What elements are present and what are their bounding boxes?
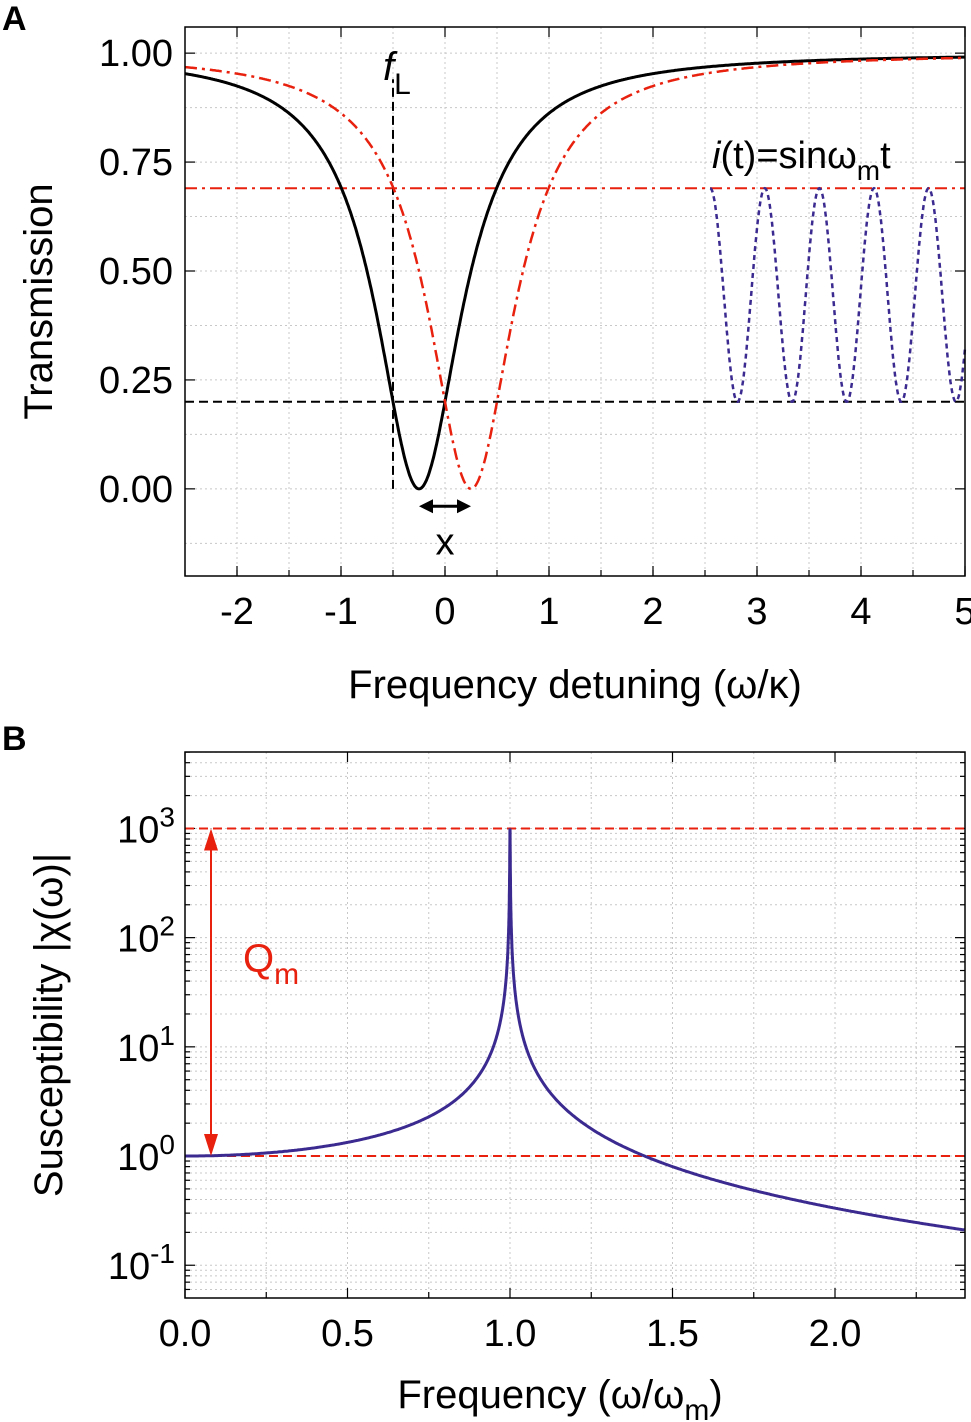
y-tick-label: 102 bbox=[117, 911, 175, 961]
x-tick-label: 2.0 bbox=[809, 1313, 862, 1355]
plot-frame bbox=[184, 751, 966, 1299]
x-tick-label: 3 bbox=[746, 591, 767, 633]
x-tick-label: 1 bbox=[538, 591, 559, 633]
qm-arrowhead-up bbox=[204, 828, 218, 851]
series-line-susceptibility bbox=[185, 828, 965, 1232]
qm-arrowhead-down bbox=[204, 1134, 218, 1157]
y-axis-label: Susceptibility |χ(ω)| bbox=[27, 853, 71, 1197]
shift-label: x bbox=[436, 521, 455, 563]
x-tick-label: 2 bbox=[642, 591, 663, 633]
panel-a-chart: -2 -1 0 1 2 3 4 50.000.250.500.751.00 fLxi(t)=si… bbox=[17, 26, 971, 707]
x-tick-label: 1.5 bbox=[646, 1313, 699, 1355]
series-line-modulation bbox=[709, 186, 967, 403]
shift-arrowhead-right bbox=[457, 499, 471, 514]
x-tick-label: 0.0 bbox=[159, 1313, 212, 1355]
y-tick-label: 101 bbox=[117, 1020, 175, 1070]
y-tick-label: 0.75 bbox=[99, 142, 173, 184]
x-axis-label: Frequency detuning (ω/κ) bbox=[348, 663, 802, 707]
series-line-red bbox=[184, 56, 965, 491]
plot-frame bbox=[184, 26, 966, 577]
x-tick-label: 0 bbox=[434, 591, 455, 633]
x-axis-label: Frequency (ω/ωm) bbox=[397, 1373, 722, 1422]
qm-label: Qm bbox=[243, 937, 299, 991]
x-tick-label: -2 bbox=[220, 591, 254, 633]
x-tick-label: 5 bbox=[954, 591, 971, 633]
series-line-black bbox=[184, 55, 965, 491]
x-tick-label: 0.5 bbox=[321, 1313, 374, 1355]
x-tick-label: 1.0 bbox=[484, 1313, 537, 1355]
y-tick-label: 100 bbox=[117, 1129, 175, 1179]
modulation-label: i(t)=sinωmt bbox=[712, 135, 891, 186]
x-tick-label: 4 bbox=[850, 591, 871, 633]
x-tick-label: -1 bbox=[324, 591, 358, 633]
y-tick-label: 0.00 bbox=[99, 469, 173, 511]
y-tick-label: 1.00 bbox=[99, 33, 173, 75]
y-tick-label: 103 bbox=[117, 801, 175, 851]
panel-a-label: A bbox=[2, 0, 27, 38]
y-tick-label: 0.50 bbox=[99, 251, 173, 293]
y-tick-label: 10-1 bbox=[108, 1238, 175, 1288]
shift-arrowhead-left bbox=[419, 499, 433, 514]
y-tick-label: 0.25 bbox=[99, 360, 173, 402]
panel-b-chart: 0.0 0.5 1.0 1.5 2.0 10-1 100 101 102 103 Qm Frequen… bbox=[27, 751, 966, 1422]
y-axis-label: Transmission bbox=[17, 183, 61, 419]
panel-b-label: B bbox=[2, 720, 27, 758]
